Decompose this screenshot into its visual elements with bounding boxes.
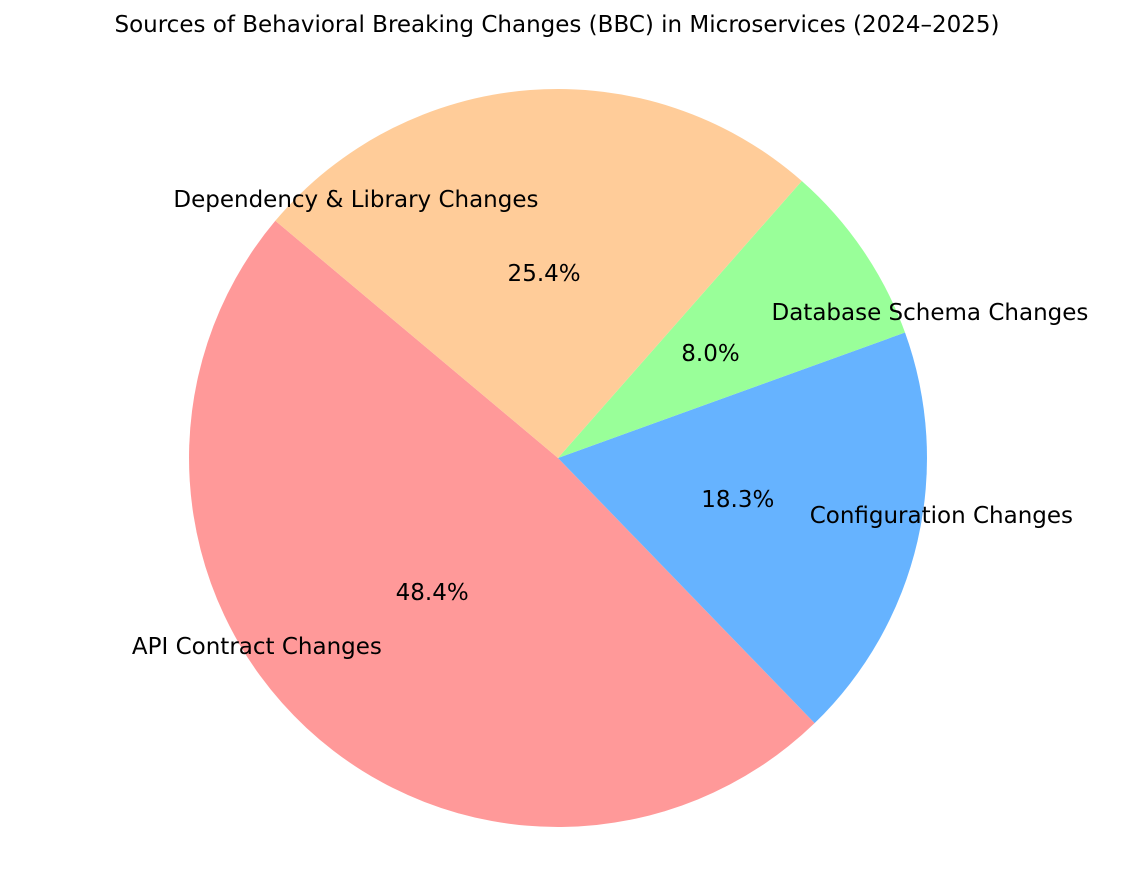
chart-title: Sources of Behavioral Breaking Changes (…: [114, 12, 1000, 38]
pie-slice-dependency-library-changes: [275, 88, 802, 458]
pie-slice-database-schema-changes: [558, 180, 906, 459]
pie-slice-configuration-changes: [558, 332, 927, 724]
pie-slice-api-contract-changes: [189, 220, 815, 827]
